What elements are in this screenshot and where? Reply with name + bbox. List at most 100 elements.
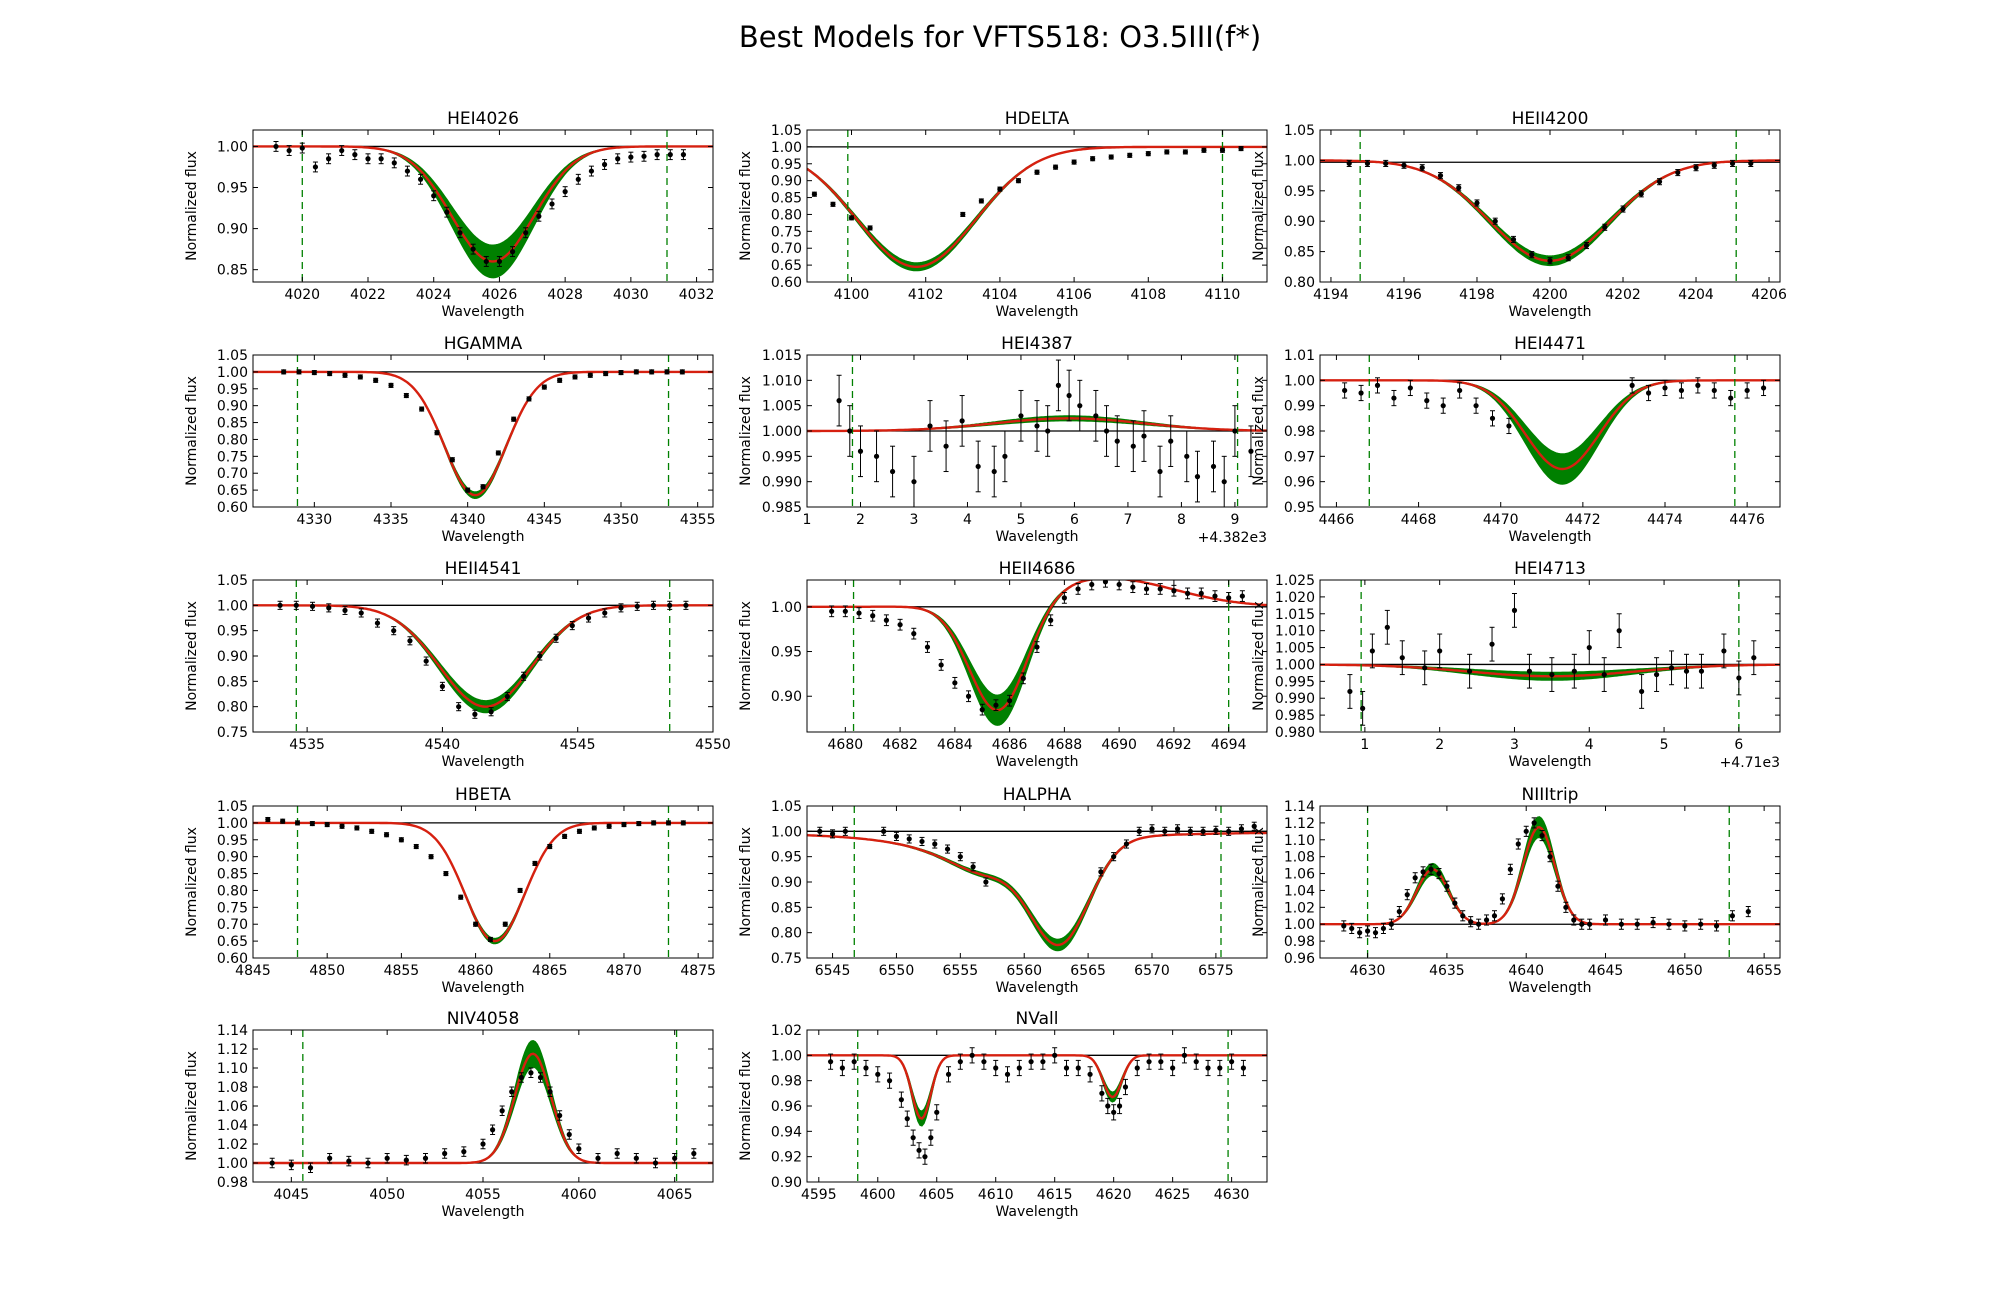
data-point xyxy=(1341,920,1347,932)
data-marker xyxy=(575,176,581,182)
data-point xyxy=(618,603,624,613)
data-point xyxy=(532,860,538,867)
data-point xyxy=(633,1153,639,1164)
data-marker xyxy=(288,1162,294,1168)
data-point xyxy=(1034,641,1040,653)
data-marker xyxy=(488,709,494,715)
data-point xyxy=(1491,910,1498,922)
data-marker xyxy=(1004,1071,1011,1077)
data-point xyxy=(461,1146,467,1157)
y-tick-label: 1.00 xyxy=(771,600,802,616)
data-marker xyxy=(1547,854,1553,860)
data-point xyxy=(1620,205,1626,213)
data-point xyxy=(1071,159,1077,165)
data-point xyxy=(1048,614,1054,627)
x-tick-label: 4600 xyxy=(860,1187,896,1203)
data-marker xyxy=(549,201,555,207)
data-point xyxy=(588,165,595,177)
data-marker xyxy=(496,258,503,265)
data-point xyxy=(1168,415,1174,467)
data-point xyxy=(628,151,634,163)
x-tick-label: 4694 xyxy=(1211,737,1247,753)
data-point xyxy=(1184,587,1191,600)
data-marker xyxy=(532,860,538,867)
data-point xyxy=(1499,893,1506,905)
data-point xyxy=(993,699,999,712)
x-tick-label: 4630 xyxy=(1214,1187,1250,1203)
data-marker xyxy=(1383,160,1389,167)
data-point xyxy=(1063,1059,1070,1077)
panel-title: NVall xyxy=(1016,1009,1059,1029)
y-tick-label: 0.70 xyxy=(771,241,802,257)
data-marker xyxy=(602,610,608,616)
data-point xyxy=(1358,384,1364,402)
data-point xyxy=(587,372,593,378)
data-point xyxy=(883,614,890,627)
data-marker xyxy=(1678,387,1685,394)
data-point xyxy=(906,834,912,844)
data-point xyxy=(928,1129,934,1146)
data-point xyxy=(1103,405,1110,457)
data-marker xyxy=(576,1146,582,1152)
data-point xyxy=(679,369,685,375)
data-point xyxy=(1526,653,1533,689)
data-marker xyxy=(431,193,437,199)
data-point xyxy=(1193,1053,1199,1070)
data-marker xyxy=(1440,403,1446,409)
axes-frame xyxy=(806,579,1268,733)
y-tick-label: 0.90 xyxy=(771,174,802,190)
x-tick-label: 4030 xyxy=(613,287,649,303)
panel-title: HEII4200 xyxy=(1512,109,1589,129)
data-marker xyxy=(606,823,612,829)
data-point xyxy=(1020,672,1026,685)
y-tick-label: 0.95 xyxy=(771,850,802,866)
data-marker xyxy=(679,369,685,375)
data-marker xyxy=(1145,151,1151,157)
data-marker xyxy=(910,1135,916,1141)
data-marker xyxy=(456,704,462,710)
data-point xyxy=(383,832,390,838)
data-point xyxy=(1399,640,1405,676)
data-marker xyxy=(1127,152,1133,158)
data-point xyxy=(680,149,687,161)
data-point xyxy=(1145,151,1151,157)
x-tick-label: 6 xyxy=(1070,512,1079,528)
data-point xyxy=(1158,1053,1164,1070)
y-tick-label: 1.000 xyxy=(762,424,802,440)
data-point xyxy=(537,651,543,661)
data-marker xyxy=(1111,854,1117,860)
x-tick-label: 6555 xyxy=(943,963,979,979)
data-marker xyxy=(957,854,963,860)
data-point xyxy=(1364,159,1371,167)
data-point xyxy=(499,1105,505,1116)
panel-hei4713: 1 2 3 4 5 60.9800.9850.9900.9951.0001.0051.01… xyxy=(1251,559,1781,771)
data-point xyxy=(1437,172,1444,180)
data-marker xyxy=(269,1160,275,1166)
data-point xyxy=(1127,152,1133,158)
axes-frame xyxy=(806,805,1268,959)
y-tick-label: 0.90 xyxy=(771,689,802,705)
y-tick-label: 1.015 xyxy=(1275,607,1315,623)
data-point xyxy=(811,191,818,197)
data-marker xyxy=(1055,382,1061,388)
data-marker xyxy=(633,369,639,375)
x-tick-label: 4032 xyxy=(679,287,715,303)
data-point xyxy=(575,173,581,185)
data-marker xyxy=(294,820,301,826)
x-tick-label: 4855 xyxy=(384,963,420,979)
y-tick-label: 0.60 xyxy=(217,500,248,516)
data-marker xyxy=(1571,917,1577,923)
y-tick-label: 0.92 xyxy=(771,1150,802,1166)
data-marker xyxy=(1412,875,1418,881)
data-marker xyxy=(927,423,933,429)
x-tick-label: 4022 xyxy=(350,287,386,303)
y-tick-label: 0.75 xyxy=(771,224,802,240)
data-marker xyxy=(1506,423,1512,429)
data-marker xyxy=(1510,236,1517,243)
data-marker xyxy=(665,820,672,826)
y-tick-label: 0.90 xyxy=(771,1175,802,1191)
x-tick-label: 4102 xyxy=(908,287,944,303)
data-marker xyxy=(863,1065,869,1071)
data-point xyxy=(1040,1053,1046,1070)
